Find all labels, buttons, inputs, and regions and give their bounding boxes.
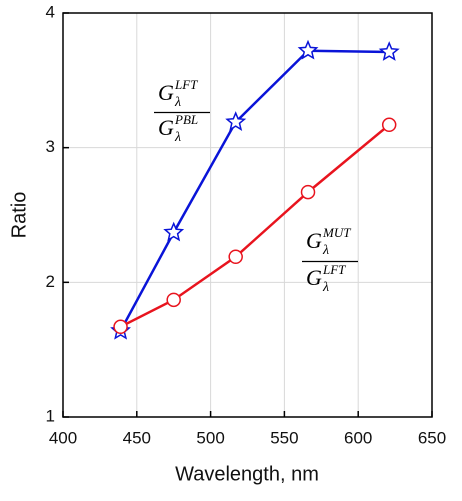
denominator-sup: PBL [174, 112, 198, 127]
numerator-symbol: G [306, 228, 322, 253]
x-tick-label: 550 [270, 428, 298, 447]
denominator-symbol: G [306, 265, 322, 290]
numerator-sub: λ [174, 95, 181, 110]
star-marker [297, 39, 319, 60]
x-tick-label: 600 [344, 428, 372, 447]
denominator-sub: λ [322, 280, 329, 295]
numerator-sub: λ [322, 243, 329, 258]
plot-frame [62, 12, 433, 418]
star-marker [225, 111, 247, 132]
denominator-sup: LFT [322, 262, 346, 277]
circle-marker [113, 319, 128, 335]
x-tick-label: 400 [49, 428, 77, 447]
y-tick-label: 4 [46, 2, 55, 21]
star-marker [163, 221, 185, 242]
numerator-sup: MUT [322, 225, 351, 240]
numerator-sup: LFT [174, 77, 198, 92]
y-tick-label: 1 [46, 406, 55, 425]
circle-marker [166, 292, 181, 308]
star-marker [378, 41, 400, 61]
circle-marker [228, 249, 243, 264]
y-axis-label: Ratio [8, 192, 30, 239]
x-axis-label: Wavelength, nm [175, 463, 319, 485]
x-tick-label: 450 [123, 428, 151, 447]
x-tick-label: 500 [196, 428, 224, 447]
denominator-sub: λ [174, 130, 181, 145]
x-tick-label: 650 [418, 428, 446, 447]
y-tick-label: 3 [46, 137, 55, 156]
denominator-symbol: G [158, 115, 174, 140]
circle-marker [300, 184, 316, 200]
y-tick-label: 2 [46, 272, 55, 291]
numerator-symbol: G [158, 80, 174, 105]
circle-marker [381, 117, 397, 133]
